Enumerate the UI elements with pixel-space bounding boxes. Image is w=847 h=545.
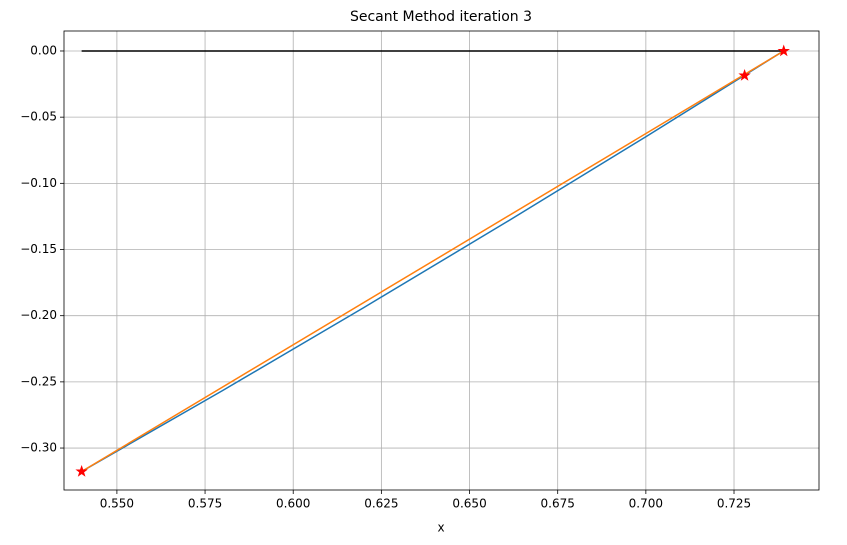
y-tick-label: −0.20 xyxy=(20,308,57,322)
y-tick-label: −0.15 xyxy=(20,242,57,256)
x-tick-label: 0.550 xyxy=(100,497,134,511)
y-tick-label: −0.25 xyxy=(20,374,57,388)
line xyxy=(81,50,785,473)
y-tick-label: −0.10 xyxy=(20,176,57,190)
x-tick-label: 0.725 xyxy=(717,497,751,511)
line xyxy=(81,50,784,473)
star-marker xyxy=(777,44,790,57)
x-tick-label: 0.675 xyxy=(541,497,575,511)
plot-frame xyxy=(63,30,820,491)
y-tick-label: 0.00 xyxy=(30,43,57,57)
star-marker xyxy=(75,464,88,477)
x-tick-label: 0.625 xyxy=(364,497,398,511)
x-tick-label: 0.575 xyxy=(188,497,222,511)
y-tick-label: −0.30 xyxy=(20,441,57,455)
x-tick-label: 0.650 xyxy=(452,497,486,511)
x-tick-label: 0.600 xyxy=(276,497,310,511)
x-tick-label: 0.700 xyxy=(629,497,663,511)
y-tick-label: −0.05 xyxy=(20,110,57,124)
star-marker xyxy=(738,68,751,81)
chart-title: Secant Method iteration 3 xyxy=(350,9,532,25)
x-axis-label: x xyxy=(437,521,444,535)
